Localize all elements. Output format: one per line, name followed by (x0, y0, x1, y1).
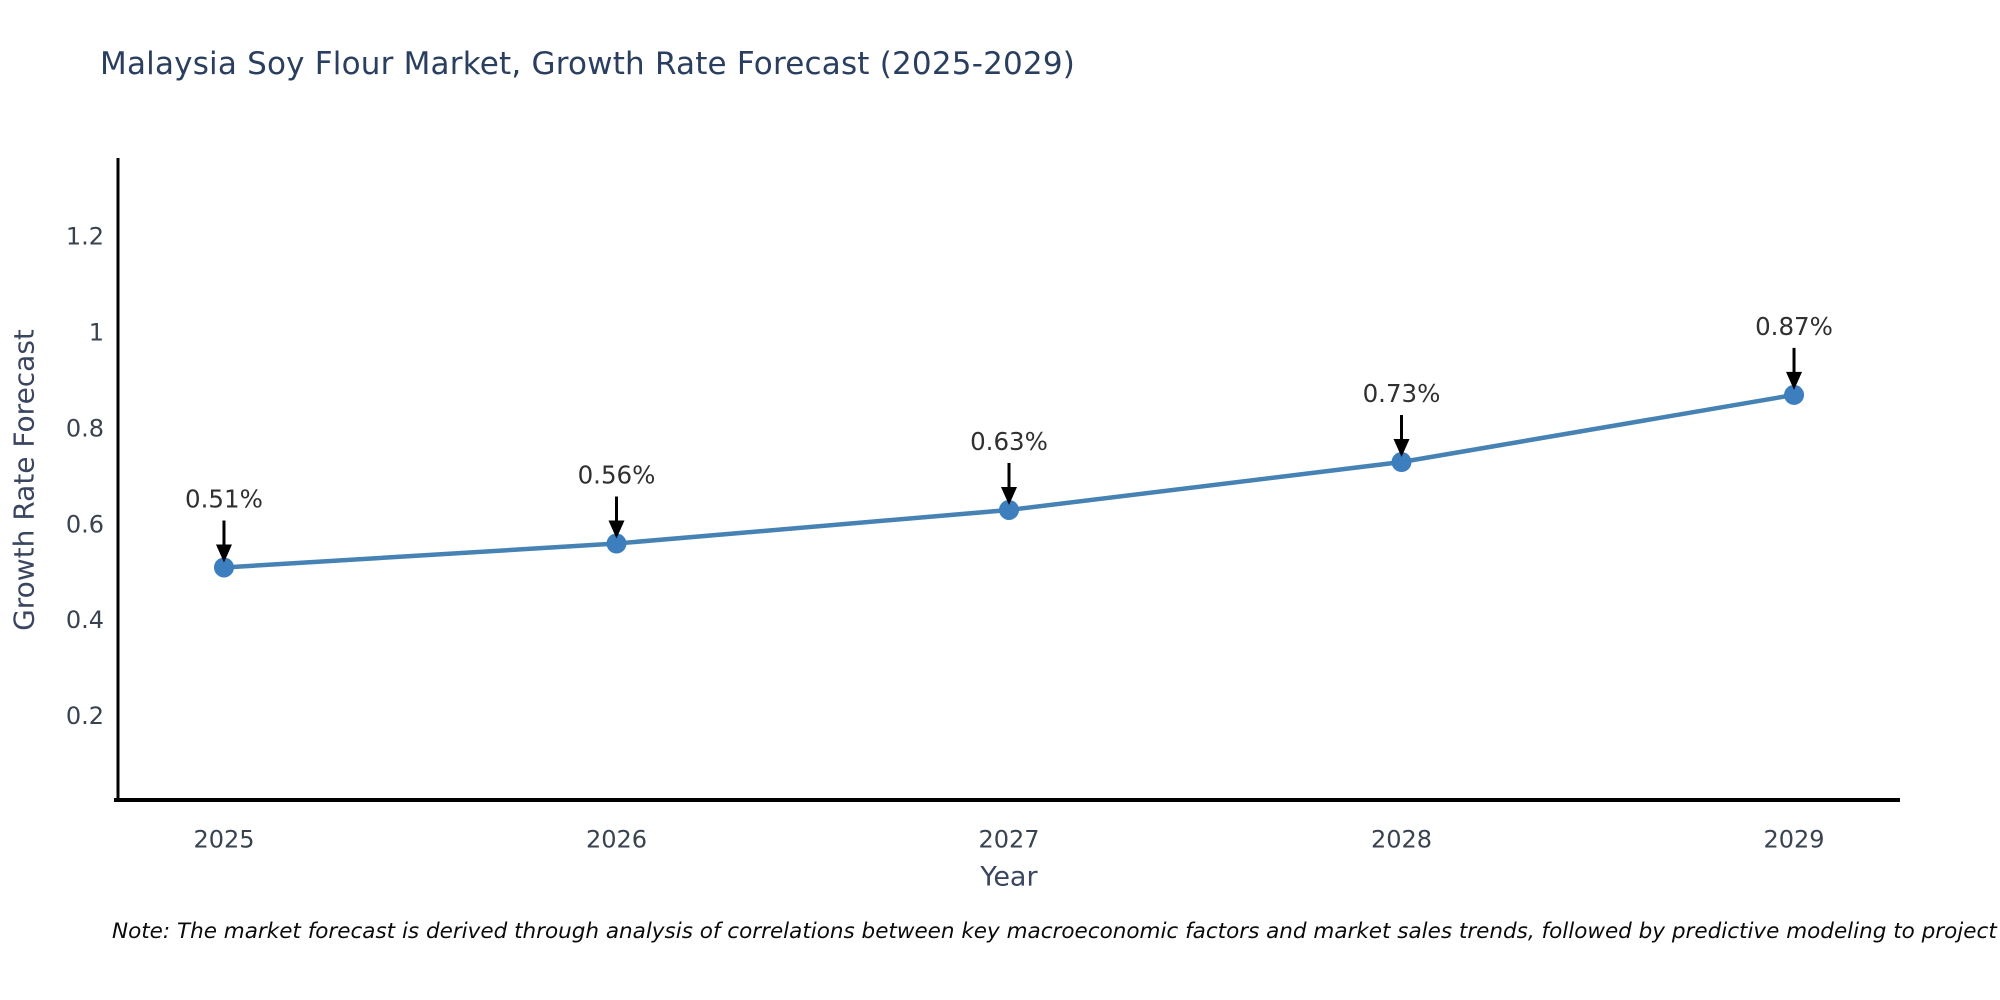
chart-title: Malaysia Soy Flour Market, Growth Rate F… (100, 46, 1076, 82)
data-point (606, 533, 627, 554)
x-tick-label: 2026 (586, 826, 647, 854)
y-tick-label: 0.4 (66, 606, 104, 634)
annotation-arrow-head (215, 544, 232, 563)
point-value-label: 0.87% (1755, 312, 1833, 341)
point-value-label: 0.56% (578, 461, 656, 490)
x-tick-label: 2027 (978, 826, 1039, 854)
data-point (213, 557, 234, 578)
data-point (1784, 384, 1805, 405)
point-value-label: 0.73% (1363, 379, 1441, 408)
x-tick-label: 2025 (193, 826, 254, 854)
annotation-arrow-head (1393, 439, 1410, 458)
footnote: Note: The market forecast is derived thr… (112, 919, 2000, 944)
data-point (999, 499, 1019, 520)
annotation-arrow-head (608, 520, 625, 539)
y-tick-label: 0.8 (66, 414, 104, 442)
y-tick-label: 1.2 (66, 223, 104, 251)
point-value-label: 0.63% (970, 427, 1048, 456)
data-point (1391, 452, 1412, 473)
x-tick-label: 2029 (1763, 826, 1824, 854)
y-tick-label: 1 (89, 319, 104, 347)
x-tick-label: 2028 (1371, 826, 1432, 854)
annotation-arrow-head (1001, 486, 1017, 505)
y-tick-label: 0.6 (66, 510, 104, 538)
point-value-label: 0.51% (185, 484, 263, 513)
annotation-arrow-head (1786, 371, 1803, 390)
x-axis-title: Year (980, 861, 1038, 893)
y-tick-label: 0.2 (66, 702, 104, 730)
y-axis-title: Growth Rate Forecast (7, 329, 41, 631)
